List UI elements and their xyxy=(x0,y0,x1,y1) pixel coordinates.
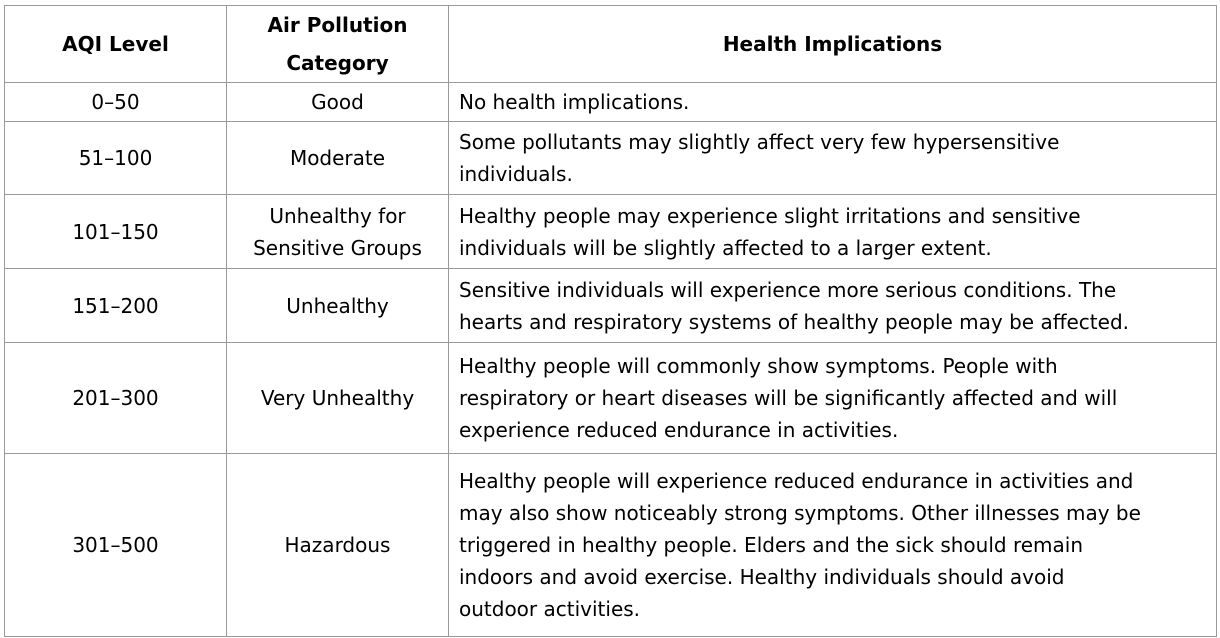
header-aqi-level: AQI Level xyxy=(4,5,227,83)
table-row: 201–300 Very Unhealthy Healthy people wi… xyxy=(4,342,1217,454)
category-line: Good xyxy=(311,90,364,114)
table-header-row: AQI Level Air Pollution Category Health I… xyxy=(4,5,1217,83)
implication-line: individuals will be slightly affected to… xyxy=(459,235,992,260)
category-line: Moderate xyxy=(289,146,386,170)
header-health-implications: Health Implications xyxy=(448,5,1217,83)
aqi-level-cell: 101–150 xyxy=(4,194,227,269)
implications-cell: No health implications. xyxy=(448,82,1217,122)
implication-line: triggered in healthy people. Elders and … xyxy=(459,533,1084,557)
aqi-level-cell: 51–100 xyxy=(4,121,227,195)
implication-line: hearts and respiratory systems of health… xyxy=(459,309,1129,334)
implication-line: outdoor activities. xyxy=(459,597,641,621)
header-category-line: Air Pollution xyxy=(267,13,408,37)
category-cell: Moderate xyxy=(226,121,449,195)
aqi-level-cell: 201–300 xyxy=(4,342,227,454)
implications-cell: Healthy people will commonly show sympto… xyxy=(448,342,1217,454)
implications-cell: Some pollutants may slightly affect very… xyxy=(448,121,1217,195)
category-line: Very Unhealthy xyxy=(260,386,415,410)
implication-line: No health implications. xyxy=(459,90,690,114)
table-row: 0–50 Good No health implications. xyxy=(4,82,1217,122)
implication-line: Healthy people will experience reduced e… xyxy=(459,469,1134,493)
implication-line: may also show noticeably strong symptoms… xyxy=(459,501,1141,525)
implications-cell: Healthy people may experience slight irr… xyxy=(448,194,1217,269)
category-cell: Unhealthy for Sensitive Groups xyxy=(226,194,449,269)
table-row: 101–150 Unhealthy for Sensitive Groups He… xyxy=(4,194,1217,269)
aqi-level-cell: 0–50 xyxy=(4,82,227,122)
category-cell: Good xyxy=(226,82,449,122)
table-row: 51–100 Moderate Some pollutants may slig… xyxy=(4,121,1217,195)
category-cell: Very Unhealthy xyxy=(226,342,449,454)
category-line: Hazardous xyxy=(284,533,391,557)
category-line: Unhealthy for xyxy=(269,203,406,228)
implication-line: respiratory or heart diseases will be si… xyxy=(459,386,1118,410)
header-category-line: Category xyxy=(286,51,389,75)
aqi-table: AQI Level Air Pollution Category Health I… xyxy=(4,5,1217,637)
implication-line: individuals. xyxy=(459,162,573,186)
table-row: 301–500 Hazardous Healthy people will ex… xyxy=(4,453,1217,637)
implications-cell: Sensitive individuals will experience mo… xyxy=(448,268,1217,343)
aqi-level-cell: 301–500 xyxy=(4,453,227,637)
table-row: 151–200 Unhealthy Sensitive individuals … xyxy=(4,268,1217,343)
category-line: Unhealthy xyxy=(286,293,389,318)
implication-line: experience reduced endurance in activiti… xyxy=(459,418,899,442)
implication-line: Healthy people may experience slight irr… xyxy=(459,203,1081,228)
implications-cell: Healthy people will experience reduced e… xyxy=(448,453,1217,637)
aqi-level-cell: 151–200 xyxy=(4,268,227,343)
implication-line: Some pollutants may slightly affect very… xyxy=(459,130,1060,154)
category-cell: Hazardous xyxy=(226,453,449,637)
category-cell: Unhealthy xyxy=(226,268,449,343)
implication-line: Healthy people will commonly show sympto… xyxy=(459,354,1058,378)
implication-line: Sensitive individuals will experience mo… xyxy=(459,277,1117,302)
category-line: Sensitive Groups xyxy=(253,235,422,260)
implication-line: indoors and avoid exercise. Healthy indi… xyxy=(459,565,1065,589)
header-air-pollution-category: Air Pollution Category xyxy=(226,5,449,83)
